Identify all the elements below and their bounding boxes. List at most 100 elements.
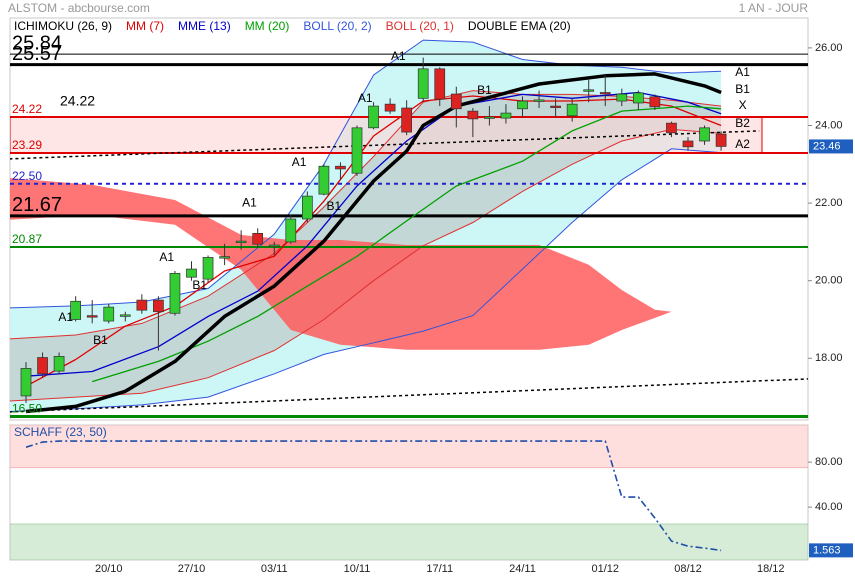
pattern-label: A1 [292,155,307,169]
legend-entry: ICHIMOKU (26, 9) [14,19,112,33]
pattern-label: B1 [326,199,341,213]
candle-body [285,218,297,243]
y-tick-label: 40.00 [815,501,843,513]
candle-body [666,122,677,134]
chart-title: ALSTOM - abcbourse.com [8,1,150,15]
legend-entry: DOUBLE EMA (20) [468,19,571,33]
candle-body [533,99,545,102]
level-label: 22.50 [12,169,42,183]
y-tick-label: 22.00 [815,197,843,209]
candle-body [450,93,462,110]
x-tick-label: 03/11 [261,563,288,575]
x-tick-label: 08/12 [674,563,702,575]
pattern-label: B1 [735,82,750,96]
candle-body [103,306,115,322]
main-plot [10,39,808,419]
band-upper [10,39,722,309]
indicator-title: SCHAFF (23, 50) [14,425,107,439]
candle-body [417,68,429,99]
candle-body [86,315,98,318]
pattern-label: A1 [735,65,750,79]
y-tick-label: 26.00 [815,42,843,54]
legend-entry: MME (13) [178,19,231,33]
last-value-tag [809,543,853,558]
candle-body [682,140,694,148]
candle-body [715,133,727,147]
pattern-label: A1 [358,91,373,105]
band-lower [10,148,722,412]
candle-body [566,103,578,117]
candle-body [434,68,446,100]
pattern-label: A1 [242,195,257,209]
last-price-tag [809,139,853,154]
x-tick-label: 10/11 [344,563,371,575]
legend-entry: BOLL (20, 1) [386,19,454,33]
level-label: 25.84 [12,32,62,54]
sub-plot [10,425,808,560]
pattern-label: A2 [735,137,750,151]
pattern-label: B1 [93,333,108,347]
candle-body [368,105,379,129]
candle-body [550,105,561,108]
pattern-label: A1 [159,250,174,264]
candle-body [302,195,313,220]
candle-body [484,116,495,119]
y-tick-label: 18.00 [815,352,843,364]
pattern-label: A1 [391,49,406,63]
period: 1 AN - JOUR [739,1,809,15]
candle-body [169,272,181,314]
legend-entry: BOLL (20, 2) [303,19,371,33]
trendline [10,378,808,413]
band-upper [10,90,722,340]
x-tick-label: 27/10 [178,563,206,575]
candle-body [268,244,280,247]
candle-body [401,107,412,133]
level-label: 24.22 [12,102,42,116]
candle-body [70,300,82,320]
legend-entry: MM (20) [245,19,290,33]
x-tick-label: 20/10 [95,563,123,575]
level-label: 25.57 [12,43,62,65]
level-label: 23.29 [12,138,42,152]
x-tick-label: 18/12 [757,563,785,575]
ma-line [25,91,722,377]
indicator-line [25,440,722,552]
candle-body [20,368,32,397]
legend-entry: MM (7) [126,19,164,33]
candle-body [699,127,710,142]
candle-body [37,357,48,375]
last-value-label: 1.563 [813,544,841,556]
candle-body [318,165,330,195]
level-label: 20.87 [12,232,42,246]
candle-body [202,257,214,280]
ichimoku-cloud [10,177,672,350]
y-tick-label: 80.00 [815,456,843,468]
ma-line [25,72,722,414]
pattern-label: B1 [477,83,492,97]
y-tick-label: 20.00 [815,275,843,287]
candle-body [583,89,595,92]
pattern-label: B2 [735,116,750,130]
candle-body [219,256,230,259]
pattern-label: X [739,98,747,112]
candle-body [53,356,65,372]
ma-line [92,105,722,383]
band-lower [10,128,722,402]
level-note: 24.22 [60,93,95,109]
candle-body [335,165,346,170]
last-price-label: 23.46 [813,140,841,152]
x-tick-label: 01/12 [591,563,619,575]
overbought-zone [10,425,808,469]
candle-body [153,299,164,313]
candle-body [616,93,628,102]
candle-body [467,110,479,120]
candle-body [517,100,528,110]
oversold-zone [10,523,808,560]
candle-body [252,233,264,245]
y-tick-label: 24.00 [815,119,843,131]
x-tick-label: 17/11 [426,563,453,575]
pattern-label: B1 [192,278,207,292]
